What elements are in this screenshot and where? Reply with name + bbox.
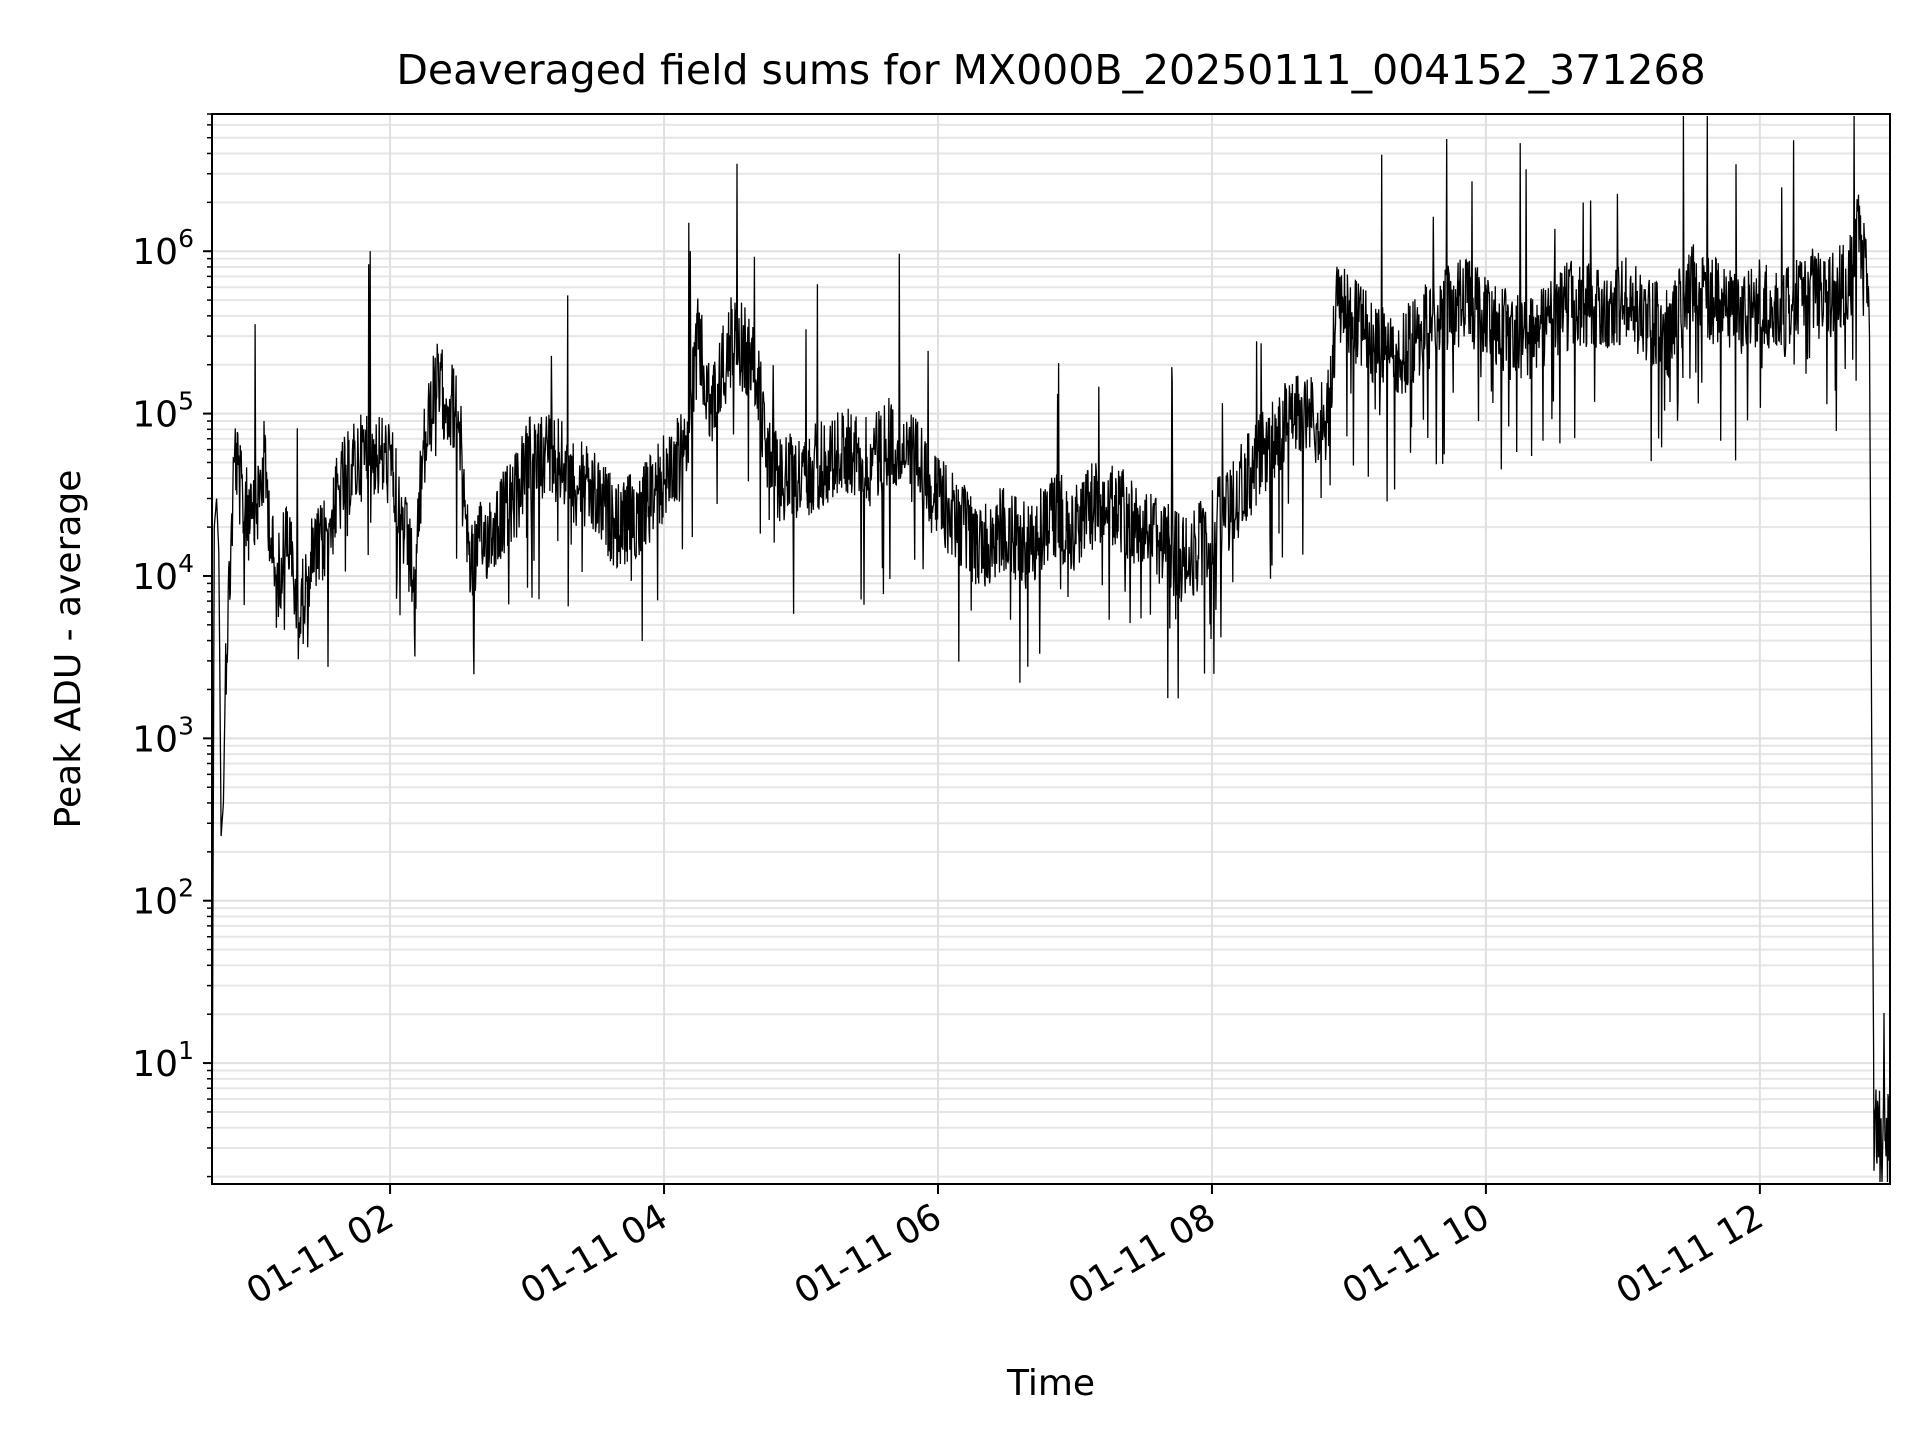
grid bbox=[212, 113, 1890, 1184]
y-axis-label: Peak ADU - average bbox=[48, 470, 89, 829]
chart-title: Deaveraged field sums for MX000B_2025011… bbox=[396, 46, 1705, 94]
y-tick-label: 104 bbox=[132, 549, 194, 598]
y-tick-label: 106 bbox=[132, 224, 194, 273]
y-tick-label: 105 bbox=[132, 387, 194, 436]
series-line bbox=[211, 115, 1891, 1183]
y-tick-label: 101 bbox=[132, 1036, 194, 1085]
y-tick-label: 102 bbox=[132, 874, 194, 923]
y-tick-label: 103 bbox=[132, 711, 194, 760]
series-layer bbox=[211, 115, 1891, 1183]
x-axis-label: Time bbox=[1006, 1363, 1095, 1404]
plot-frame bbox=[211, 113, 1891, 1185]
